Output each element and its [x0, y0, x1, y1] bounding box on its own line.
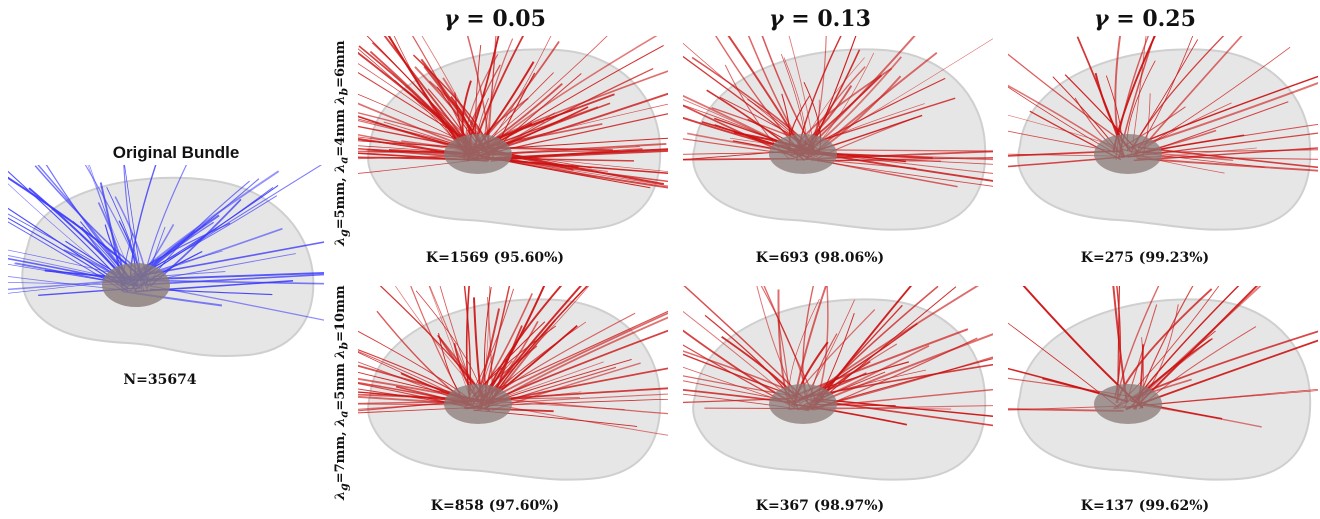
caption-r2-c2: K=367 (98.97%)	[755, 498, 885, 514]
fiber-panel-r2-c1	[358, 286, 668, 481]
original-count: N=35674	[123, 372, 197, 388]
row-label-2: λg=7mm, λa=5mm λb=10mm	[333, 285, 351, 500]
fiber-panel-r1-c1	[358, 36, 668, 231]
fiber-panel-r1-c3	[1008, 36, 1318, 231]
caption-r1-c2: K=693 (98.06%)	[755, 250, 885, 266]
row-label-1: λg=5mm, λa=4mm λb=6mm	[333, 40, 351, 246]
caption-r1-c3: K=275 (99.23%)	[1080, 250, 1210, 266]
fiber-panel-r2-c2	[683, 286, 993, 481]
original-bundle-title: Original Bundle	[112, 143, 240, 162]
gamma-header-1: γ = 0.05	[444, 6, 546, 32]
caption-r1-c1: K=1569 (95.60%)	[425, 250, 565, 266]
original-bundle-image	[8, 165, 324, 357]
caption-r2-c1: K=858 (97.60%)	[430, 498, 560, 514]
fiber-panel-r1-c2	[683, 36, 993, 231]
gamma-header-3: γ = 0.25	[1094, 6, 1196, 32]
gamma-header-2: γ = 0.13	[769, 6, 871, 32]
fiber-panel-r2-c3	[1008, 286, 1318, 481]
caption-r2-c3: K=137 (99.62%)	[1080, 498, 1210, 514]
